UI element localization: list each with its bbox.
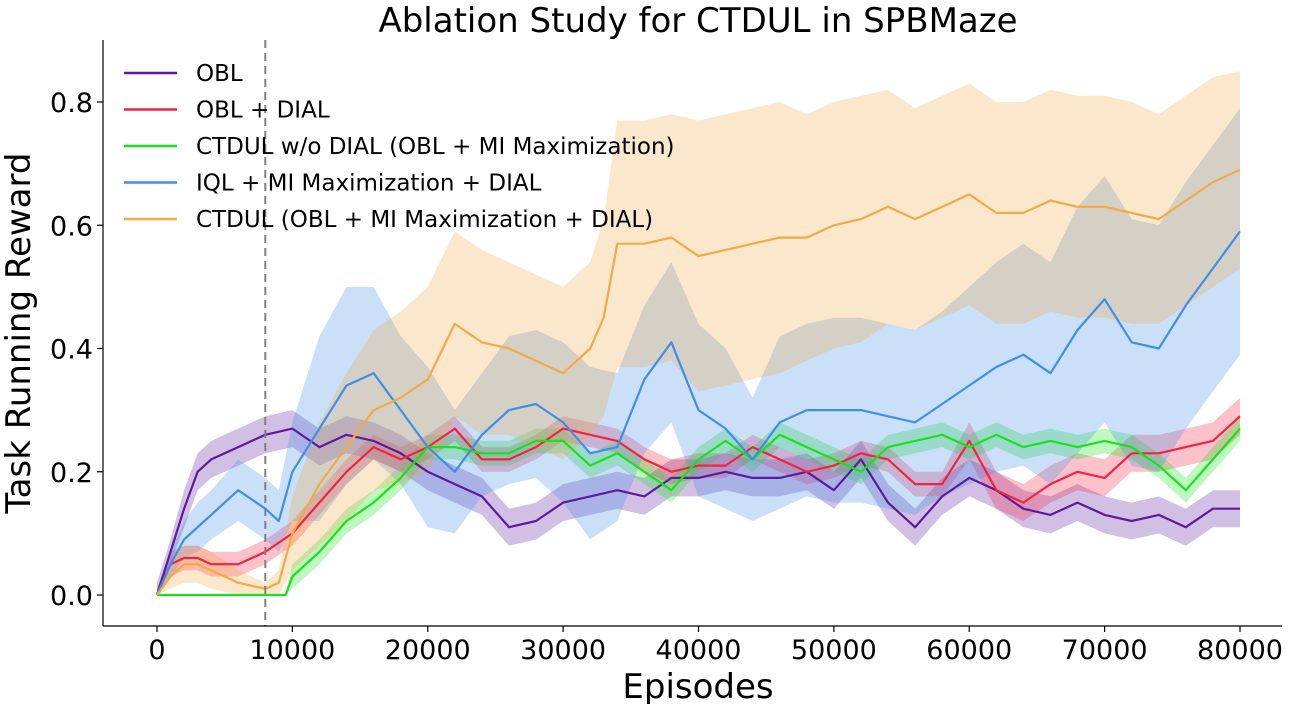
legend-label-2: CTDUL w/o DIAL (OBL + MI Maximization): [196, 134, 675, 160]
line-series-2: [157, 427, 1241, 597]
line-series-3: [155, 230, 1241, 596]
x-axis-label: Episodes: [622, 667, 773, 704]
y-tick-label: 0.8: [50, 88, 93, 119]
legend-label-3: IQL + MI Maximization + DIAL: [196, 171, 542, 197]
legend-label-1: OBL + DIAL: [196, 98, 330, 124]
x-tick-label: 0: [148, 635, 165, 666]
x-tick-label: 30000: [520, 635, 606, 666]
legend-label-0: OBL: [196, 61, 243, 87]
legend-label-4: CTDUL (OBL + MI Maximization + DIAL): [196, 207, 653, 233]
y-tick-label: 0.4: [50, 335, 93, 366]
x-tick-label: 10000: [249, 635, 335, 666]
band-series-4: [157, 71, 1240, 595]
axes: 0 10000 20000 30000 40000 50000 60000 70000 8000…: [50, 40, 1283, 666]
y-axis-label: Task Running Reward: [0, 153, 39, 515]
series-lines: [155, 168, 1241, 597]
x-tick-label: 20000: [385, 635, 471, 666]
band-series-3: [157, 108, 1240, 595]
x-tick-label: 60000: [926, 635, 1012, 666]
legend: OBL OBL + DIAL CTDUL w/o DIAL (OBL + MI Ma…: [124, 61, 675, 233]
x-tick-label: 40000: [656, 635, 742, 666]
y-tick-label: 0.0: [50, 581, 93, 612]
x-tick-label: 50000: [791, 635, 877, 666]
line-series-0: [155, 427, 1240, 596]
band-series-2: [157, 416, 1240, 595]
band-series-0: [157, 410, 1240, 595]
y-tick-label: 0.6: [50, 211, 93, 242]
x-tick-label: 80000: [1197, 635, 1283, 666]
chart-title: Ablation Study for CTDUL in SPBMaze: [378, 1, 1017, 41]
y-tick-label: 0.2: [50, 458, 93, 489]
x-tick-label: 70000: [1062, 635, 1148, 666]
line-series-4: [156, 168, 1241, 596]
